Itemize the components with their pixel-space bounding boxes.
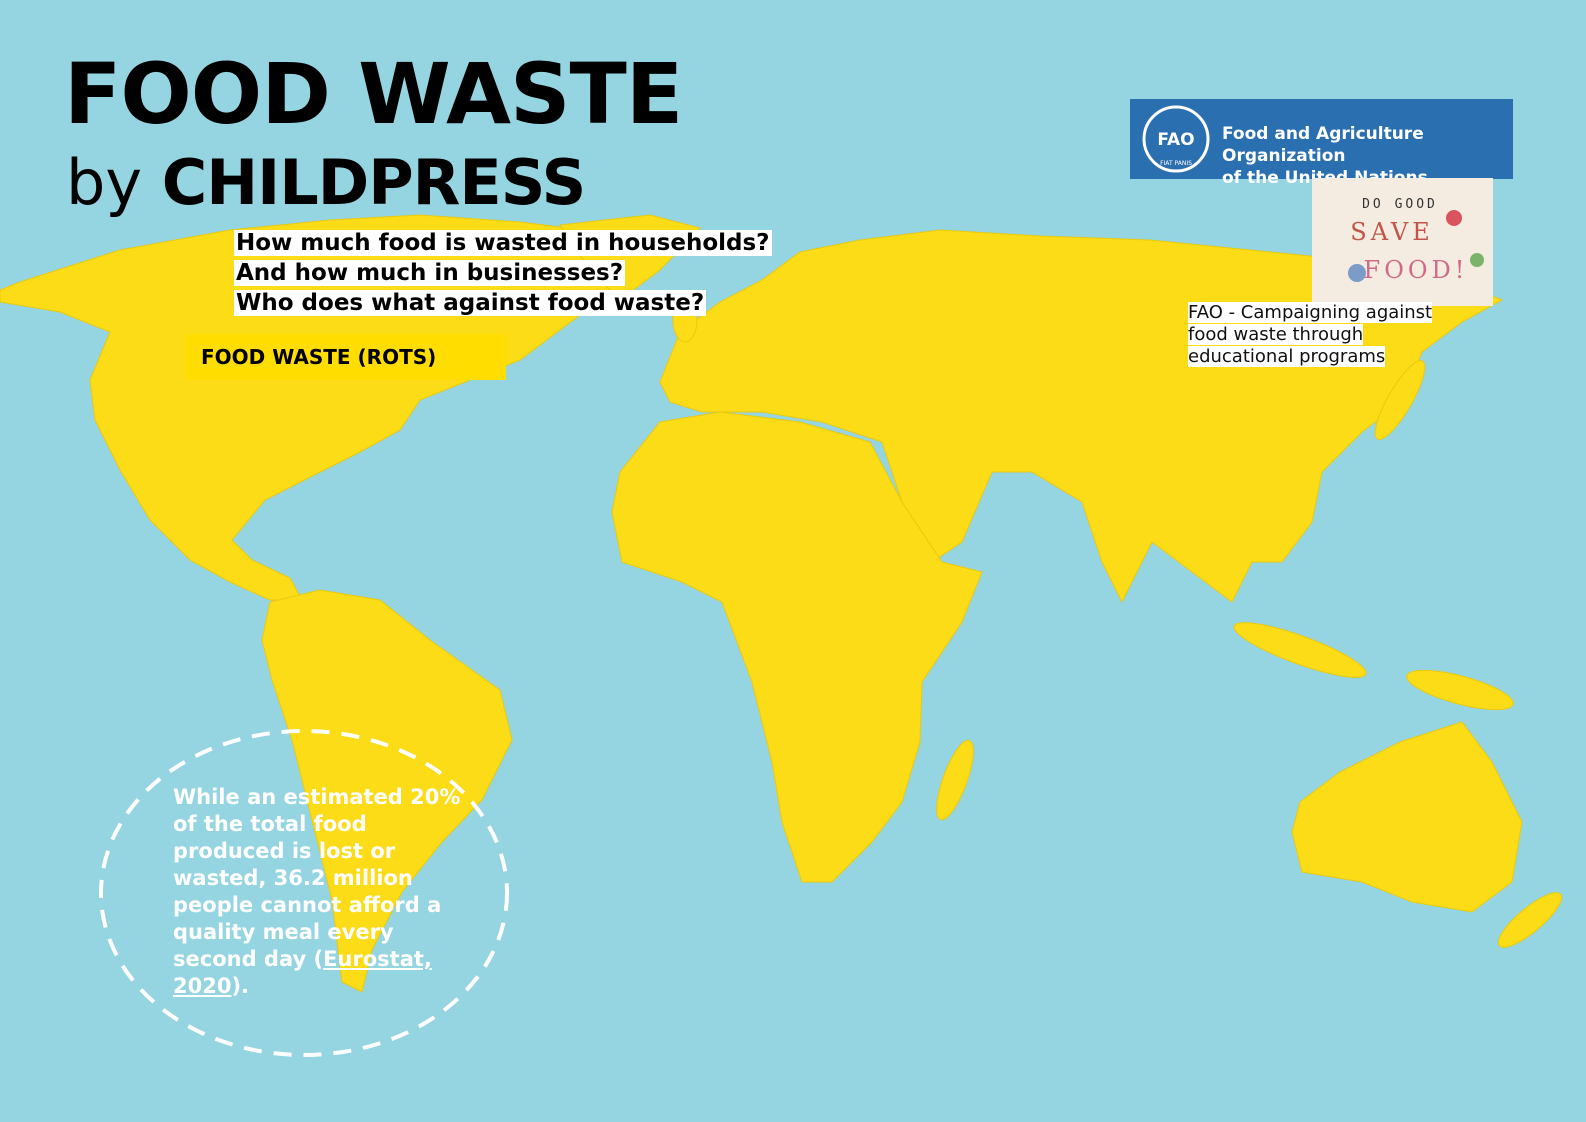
new-zealand [1497, 892, 1563, 948]
fao-name: Food and Agriculture Organization of the… [1222, 123, 1513, 189]
campaign-art: DO GOOD SAVE FOOD! [1348, 197, 1484, 284]
title: FOOD WASTE [64, 45, 683, 143]
caption-line: food waste through [1188, 324, 1432, 346]
callout-text: ). [231, 974, 250, 998]
emblem-motto: FIAT PANIS [1160, 160, 1192, 167]
japan [1374, 360, 1426, 440]
africa [611, 411, 983, 883]
emblem-ring [1142, 105, 1210, 173]
caption-line: educational programs [1188, 346, 1432, 368]
emblem-letters: FAO [1157, 130, 1194, 150]
fao-name-line: Food and Agriculture Organization [1222, 124, 1424, 166]
caption-text: FAO - Campaigning against [1188, 302, 1433, 323]
campaign-top: DO GOOD [1362, 197, 1438, 212]
caption-text: food waste through [1188, 324, 1364, 345]
campaign-bottom: FOOD! [1364, 256, 1469, 284]
madagascar [936, 739, 974, 821]
australia [1291, 721, 1523, 913]
questions: How much food is wasted in households? A… [234, 228, 772, 318]
callout-text: While an estimated 20% of the total food… [173, 785, 461, 971]
callout-circle [99, 729, 509, 1057]
subtitle-name: CHILDPRESS [161, 146, 586, 219]
question: And how much in businesses? [234, 260, 626, 286]
fao-emblem: FAO FIAT PANIS [1142, 105, 1210, 173]
rots-button[interactable]: FOOD WASTE (ROTS) [186, 334, 506, 380]
figure [1470, 253, 1484, 267]
caption: FAO - Campaigning against food waste thr… [1188, 302, 1433, 368]
question-line: Who does what against food waste? [234, 288, 772, 318]
question: Who does what against food waste? [234, 290, 707, 316]
source-link[interactable]: Eurostat, 2020 [173, 947, 432, 998]
callout: While an estimated 20% of the total food… [173, 784, 471, 1000]
subtitle-prefix: by [66, 146, 143, 219]
subtitle: by CHILDPRESS [66, 152, 586, 214]
new-guinea [1406, 669, 1514, 711]
question-line: And how much in businesses? [234, 258, 772, 288]
question: How much food is wasted in households? [234, 230, 772, 256]
campaign-middle: SAVE [1350, 218, 1433, 246]
indonesia [1233, 622, 1367, 678]
figure [1348, 264, 1366, 282]
figure [1446, 210, 1462, 226]
caption-line: FAO - Campaigning against [1188, 302, 1433, 324]
campaign-image[interactable]: DO GOOD SAVE FOOD! [1312, 178, 1493, 306]
fao-logo[interactable]: FAO FIAT PANIS Food and Agriculture Orga… [1130, 99, 1513, 188]
question-line: How much food is wasted in households? [234, 228, 772, 258]
caption-text: educational programs [1188, 346, 1386, 367]
